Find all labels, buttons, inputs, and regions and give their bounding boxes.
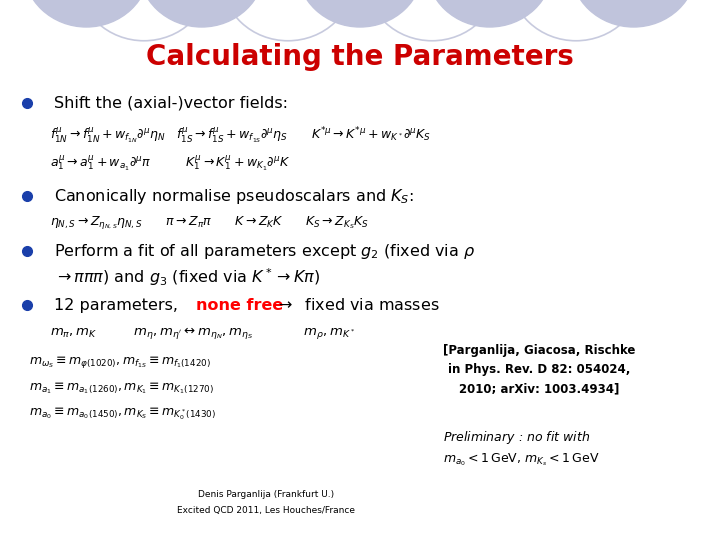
Ellipse shape (571, 0, 697, 27)
Ellipse shape (23, 0, 150, 27)
Text: $\eta_{N,S} \rightarrow Z_{\eta_{N,S}}\eta_{N,S}$$\qquad \pi \rightarrow Z_\pi \: $\eta_{N,S} \rightarrow Z_{\eta_{N,S}}\e… (50, 214, 369, 231)
Text: Calculating the Parameters: Calculating the Parameters (146, 43, 574, 71)
Ellipse shape (139, 0, 265, 27)
Text: $m_{\omega_S} \equiv m_{\varphi(1020)}, m_{f_{1S}} \equiv m_{f_1(1420)}$: $m_{\omega_S} \equiv m_{\varphi(1020)}, … (29, 354, 211, 370)
Text: $f_{1N}^{\mu} \rightarrow f_{1N}^{\mu} + w_{f_{1N}} \partial^{\mu}\eta_N$$\quad : $f_{1N}^{\mu} \rightarrow f_{1N}^{\mu} +… (50, 126, 431, 146)
Text: $m_{a_1} \equiv m_{a_1(1260)}, m_{K_1} \equiv m_{K_1(1270)}$: $m_{a_1} \equiv m_{a_1(1260)}, m_{K_1} \… (29, 380, 214, 395)
Text: Denis Parganlija (Frankfurt U.): Denis Parganlija (Frankfurt U.) (198, 490, 335, 498)
Text: Shift the (axial-)vector fields:: Shift the (axial-)vector fields: (54, 95, 288, 110)
Text: Perform a fit of all parameters except $g_2$ (fixed via $\rho$: Perform a fit of all parameters except $… (54, 241, 475, 261)
Text: $m_{a_0} \equiv m_{a_0(1450)}, m_{K_S} \equiv m_{K_0^*(1430)}$: $m_{a_0} \equiv m_{a_0(1450)}, m_{K_S} \… (29, 406, 216, 422)
Text: $\rightarrow$  fixed via masses: $\rightarrow$ fixed via masses (275, 297, 440, 313)
Text: none free: none free (196, 298, 283, 313)
Text: [Parganlija, Giacosa, Rischke
in Phys. Rev. D 82: 054024,
2010; arXiv: 1003.4934: [Parganlija, Giacosa, Rischke in Phys. R… (443, 345, 635, 395)
Ellipse shape (426, 0, 553, 27)
Ellipse shape (297, 0, 423, 27)
Text: $Preliminary$ : no fit with: $Preliminary$ : no fit with (443, 429, 590, 446)
Text: 12 parameters,: 12 parameters, (54, 298, 183, 313)
Text: Canonically normalise pseudoscalars and $K_S$:: Canonically normalise pseudoscalars and … (54, 186, 414, 206)
Text: $m_\pi, m_K \qquad\quad m_\eta, m_{\eta'} \leftrightarrow m_{\eta_N}, m_{\eta_S}: $m_\pi, m_K \qquad\quad m_\eta, m_{\eta'… (50, 325, 356, 341)
Text: Excited QCD 2011, Les Houches/France: Excited QCD 2011, Les Houches/France (177, 506, 356, 515)
Text: $a_1^{\mu} \rightarrow a_1^{\mu} + w_{a_1} \partial^{\mu}\pi$$\qquad\quad K_1^{\: $a_1^{\mu} \rightarrow a_1^{\mu} + w_{a_… (50, 153, 291, 173)
Text: $m_{a_0} < 1\,\mathrm{GeV},\, m_{K_s} < 1\,\mathrm{GeV}$: $m_{a_0} < 1\,\mathrm{GeV},\, m_{K_s} < … (443, 452, 599, 468)
Text: $\rightarrow \pi\pi\pi$) and $g_3$ (fixed via $K^* \rightarrow K\pi$): $\rightarrow \pi\pi\pi$) and $g_3$ (fixe… (54, 266, 320, 288)
